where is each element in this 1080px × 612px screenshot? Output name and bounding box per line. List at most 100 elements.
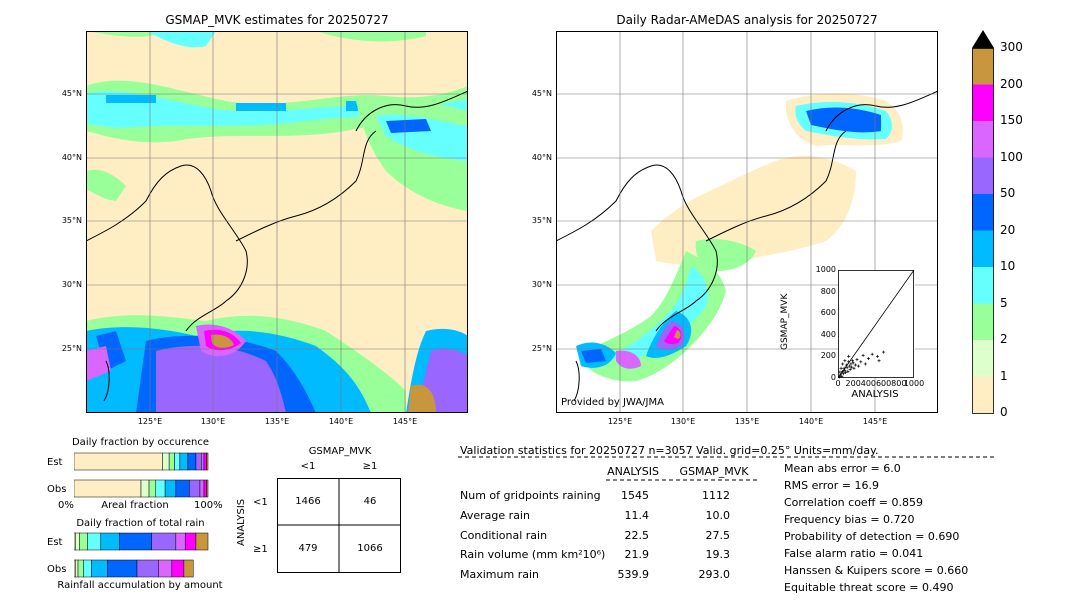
- left-lat-40: 40°N: [61, 153, 82, 162]
- right-lat-35: 35°N: [531, 216, 552, 225]
- scatter-xtick-label: 1000: [903, 379, 925, 388]
- scatter-ytick-label: 400: [820, 329, 836, 339]
- right-lon-135: 135°E: [734, 417, 760, 426]
- stat-gsmap-volume: 19.3: [705, 548, 731, 561]
- fraction-bar-segment: [107, 559, 138, 578]
- fraction-bar-segment: [77, 559, 84, 578]
- left-map-grid: [86, 31, 468, 413]
- scatter-point: [861, 353, 865, 357]
- validation-divider: [458, 456, 996, 458]
- scatter-xtick-label: 0: [835, 379, 841, 388]
- total-rain-chart: [74, 532, 209, 578]
- scatter-point: [849, 362, 853, 366]
- right-lon-125: 125°E: [607, 417, 633, 426]
- scatter-diagonal: [838, 270, 915, 379]
- score-far: False alarm ratio = 0.041: [784, 547, 924, 560]
- fraction-bar-segment: [162, 452, 170, 471]
- contingency-row-ge: ≥1: [253, 544, 268, 555]
- left-lon-130: 130°E: [200, 417, 226, 426]
- stat-analysis-volume: 21.9: [624, 548, 650, 561]
- scatter-point: [841, 372, 845, 376]
- scatter-point: [847, 364, 851, 368]
- right-lon-145: 145°E: [862, 417, 888, 426]
- scatter-ytick-label: 200: [820, 351, 836, 361]
- fraction-bar-segment: [183, 559, 194, 578]
- fraction-bar-segment: [158, 559, 173, 578]
- fraction-bar-segment: [87, 532, 102, 551]
- scatter-point: [882, 350, 886, 354]
- colorbar-tick-label: 5: [1000, 295, 1008, 310]
- colorbar-arrow-icon: [972, 30, 994, 48]
- stat-gsmap-conditional: 27.5: [705, 529, 731, 542]
- scatter-point: [857, 364, 861, 368]
- contingency-cell-00: 1466: [295, 496, 321, 507]
- stat-analysis-gridpoints: 1545: [621, 489, 649, 502]
- fraction-bar-segment: [188, 479, 201, 498]
- colorbar-band: [972, 157, 994, 194]
- scatter-point: [841, 370, 845, 374]
- scatter-point: [841, 362, 845, 366]
- left-lat-25: 25°N: [61, 344, 82, 353]
- fraction-bar-segment: [91, 559, 108, 578]
- colorbar-band: [972, 84, 994, 121]
- validation-col-underline: [606, 479, 758, 481]
- scatter-point: [846, 370, 850, 374]
- left-map-title: GSMAP_MVK estimates for 20250727: [165, 13, 389, 27]
- fraction-bar-segment: [171, 559, 185, 578]
- score-ets: Equitable threat score = 0.490: [784, 581, 954, 594]
- colorbar-tick-label: 50: [1000, 186, 1016, 200]
- fraction-bar-segment: [168, 452, 175, 471]
- scatter-point: [847, 354, 851, 358]
- score-pod: Probability of detection = 0.690: [784, 530, 960, 543]
- occurrence-axis-right: 100%: [194, 500, 223, 511]
- contingency-row-axis: ANALYSIS: [236, 498, 247, 546]
- fraction-bar-segment: [164, 479, 177, 498]
- scatter-point: [855, 358, 859, 362]
- fraction-bar-segment: [187, 452, 197, 471]
- scatter-point: [838, 370, 842, 374]
- score-mae: Mean abs error = 6.0: [784, 462, 901, 475]
- fraction-bar-segment: [206, 479, 209, 498]
- contingency-col-ge: ≥1: [362, 461, 378, 472]
- right-lon-130: 130°E: [670, 417, 696, 426]
- scatter-xtick-label: 200: [845, 379, 861, 388]
- contingency-cell-11: 1066: [357, 543, 383, 554]
- scatter-point: [843, 359, 847, 363]
- scatter-point: [852, 366, 856, 370]
- contingency-col-lt: <1: [300, 461, 316, 472]
- scatter-point: [845, 366, 849, 370]
- scatter-point: [863, 362, 867, 366]
- validation-header: Validation statistics for 20250727 n=305…: [460, 444, 879, 457]
- left-map: [86, 31, 469, 413]
- occurrence-axis-mid: Areal fraction: [101, 500, 169, 511]
- total-rain-obs-label: Obs: [47, 564, 67, 575]
- score-rmse: RMS error = 16.9: [784, 479, 879, 492]
- scatter-point: [851, 361, 855, 365]
- fraction-bar-segment: [74, 452, 163, 471]
- fraction-bar-segment: [79, 532, 88, 551]
- scatter-ytick-label: 800: [820, 286, 836, 296]
- colorbar-tick-label: 100: [1000, 149, 1023, 164]
- fraction-bar-segment: [184, 532, 197, 551]
- scatter-point: [844, 371, 848, 375]
- stat-analysis-average: 11.4: [624, 509, 650, 522]
- colorbar-tick-label: 0: [1000, 405, 1008, 419]
- scatter-point: [838, 375, 842, 379]
- fraction-bar-segment: [201, 452, 205, 471]
- score-bias: Frequency bias = 0.720: [784, 513, 915, 526]
- contingency-title: GSMAP_MVK: [308, 446, 372, 457]
- fraction-bar-segment: [199, 479, 205, 498]
- left-lon-135: 135°E: [264, 417, 290, 426]
- scatter-point: [847, 360, 851, 364]
- scatter-plot: [838, 270, 915, 379]
- scatter-point: [870, 352, 874, 356]
- fraction-bar-segment: [75, 559, 79, 578]
- colorbar-tick-label: 20: [1000, 222, 1016, 237]
- left-map-coastline: [86, 90, 469, 402]
- fraction-bar-segment: [136, 559, 159, 578]
- colorbar-band: [972, 267, 994, 304]
- stat-analysis-conditional: 22.5: [624, 529, 650, 542]
- right-map-credit: Provided by JWA/JMA: [561, 397, 664, 408]
- scatter-point: [844, 363, 848, 367]
- occurrence-obs-label: Obs: [47, 484, 67, 495]
